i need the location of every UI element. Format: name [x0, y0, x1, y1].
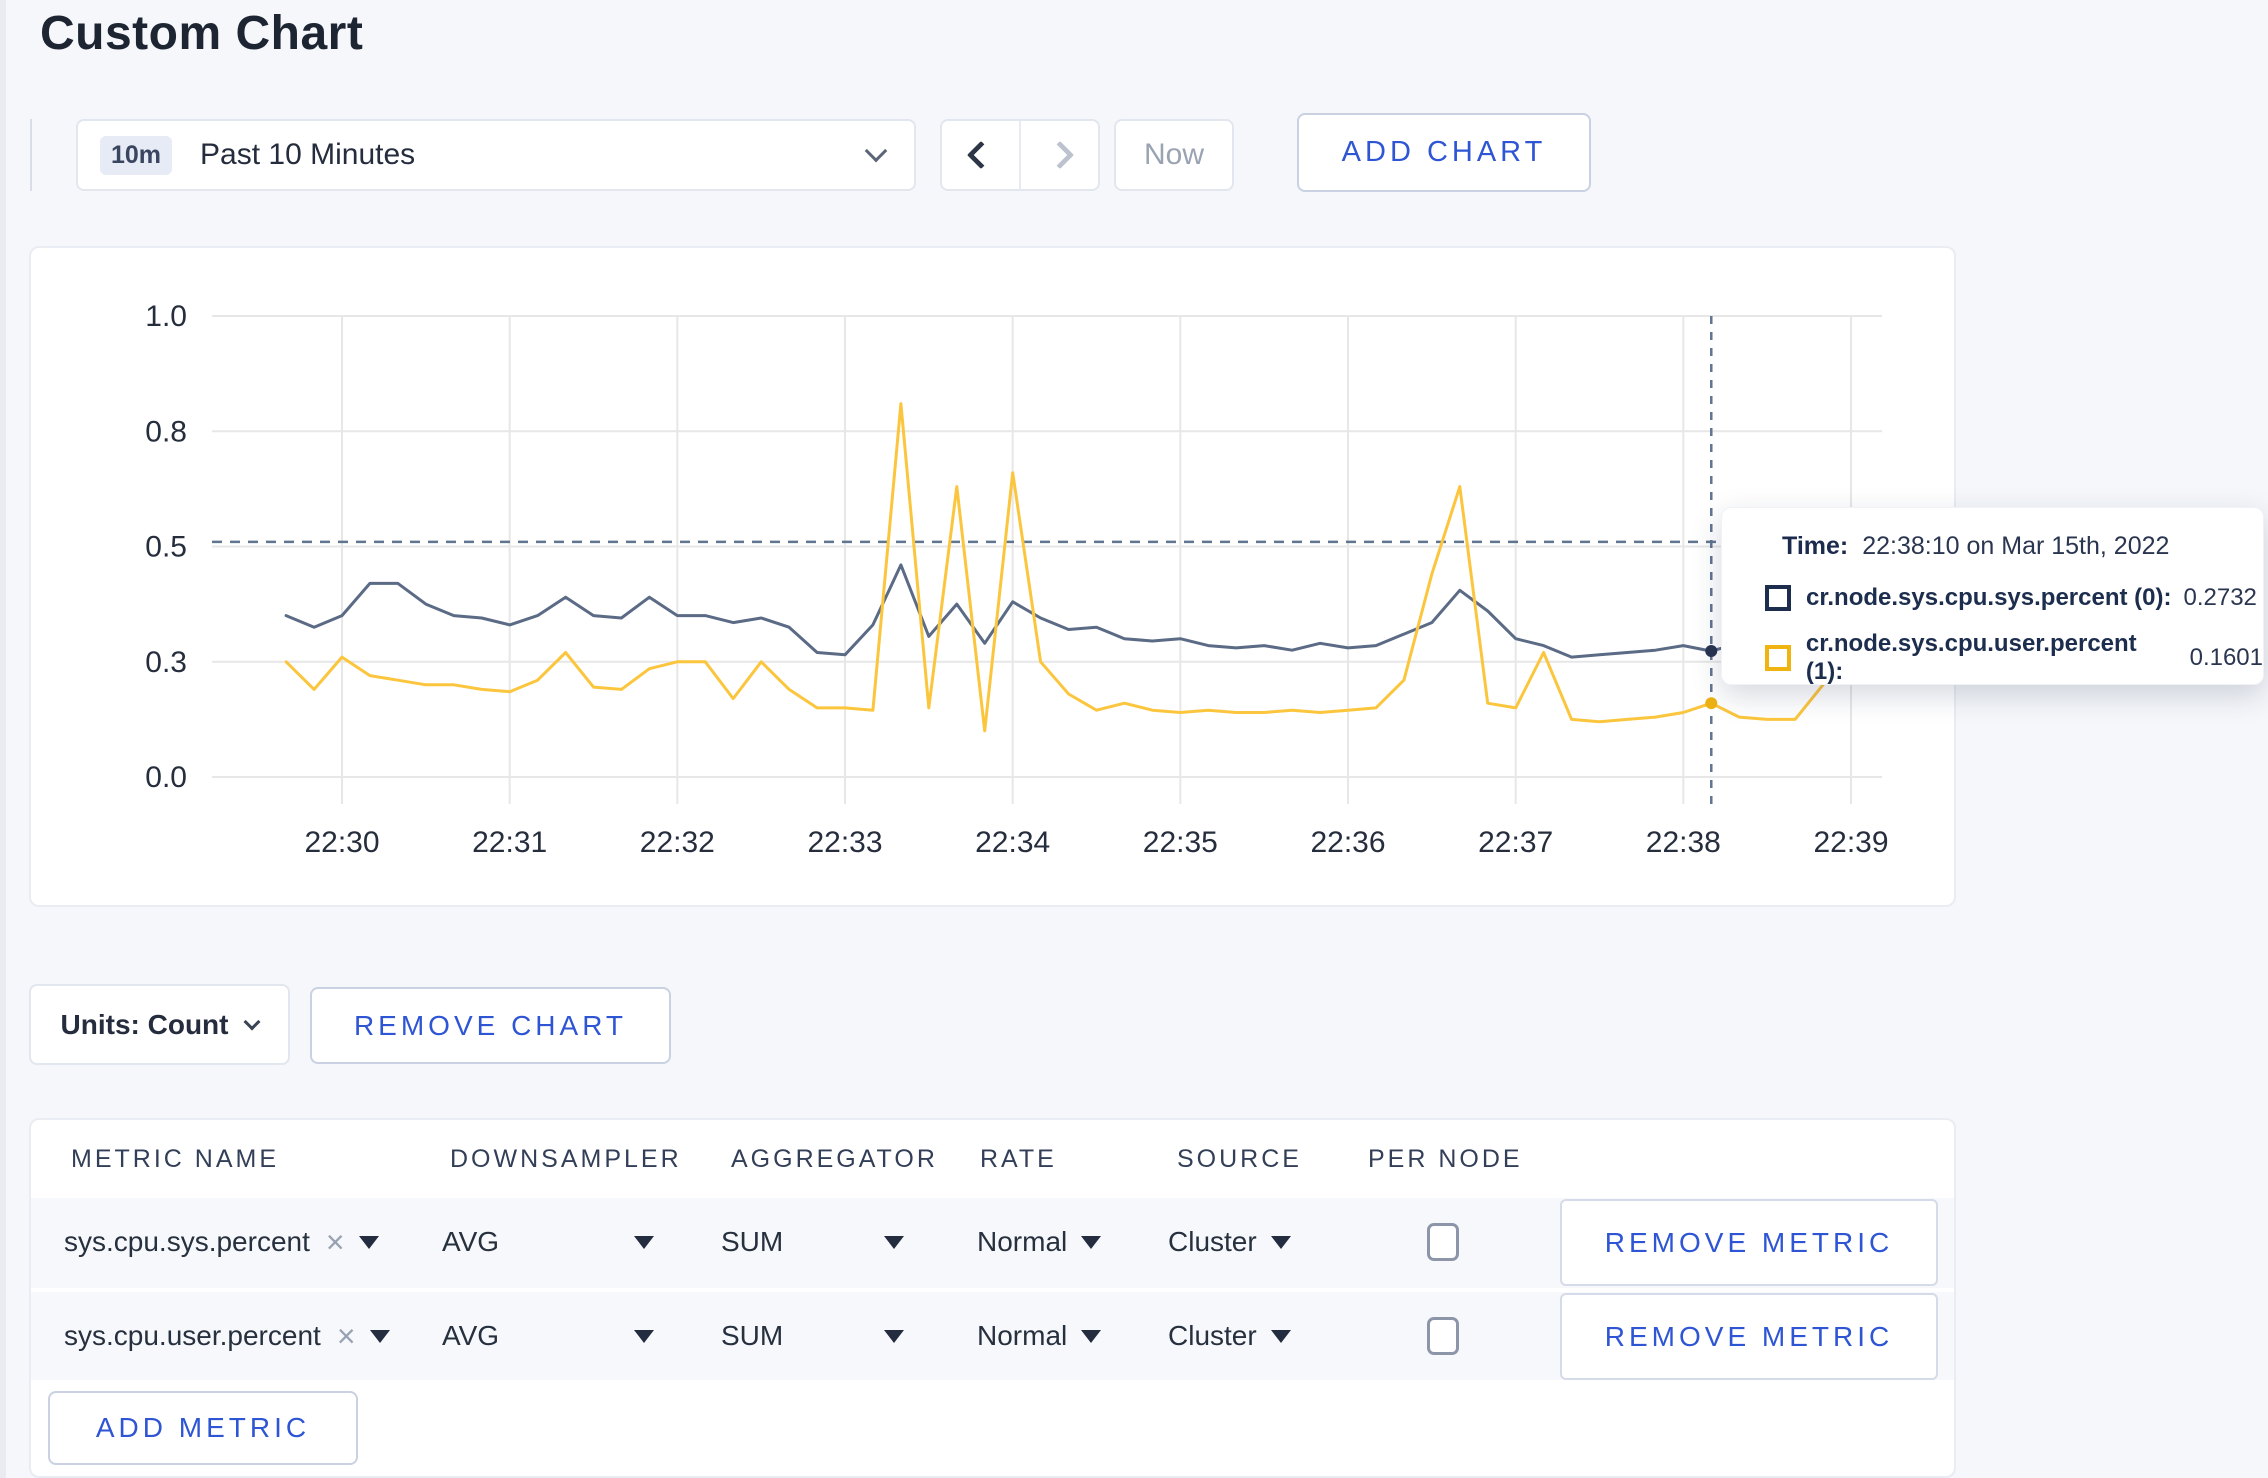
svg-text:22:32: 22:32	[640, 826, 715, 859]
tooltip-time-value: 22:38:10 on Mar 15th, 2022	[1862, 532, 2170, 560]
downsampler-value: AVG	[442, 1320, 500, 1351]
next-time-button[interactable]	[1019, 121, 1098, 189]
remove-metric-button[interactable]: REMOVE METRIC	[1560, 1293, 1938, 1380]
chart-tooltip: Time: 22:38:10 on Mar 15th, 2022 cr.node.…	[1721, 507, 2264, 685]
header-downsampler: DOWNSAMPLER	[450, 1144, 682, 1173]
svg-text:22:34: 22:34	[975, 826, 1050, 859]
aggregator-select[interactable]: SUM	[721, 1292, 904, 1380]
table-row: sys.cpu.user.percent × AVG SUM Normal Cl…	[31, 1290, 1954, 1380]
tooltip-time-label: Time:	[1782, 532, 1849, 560]
metric-name-value: sys.cpu.user.percent	[64, 1320, 321, 1351]
svg-text:0.8: 0.8	[145, 415, 187, 448]
sys-series-swatch-icon	[1765, 585, 1791, 611]
units-label: Units: Count	[60, 1008, 229, 1040]
downsampler-select[interactable]: AVG	[442, 1292, 654, 1380]
tooltip-sys-value: 0.2732	[2183, 584, 2257, 611]
add-metric-button[interactable]: ADD METRIC	[48, 1391, 358, 1465]
svg-text:0.0: 0.0	[145, 761, 187, 794]
time-range-badge: 10m	[100, 135, 173, 175]
per-node-cell	[1427, 1198, 1459, 1286]
user-series-swatch-icon	[1765, 645, 1791, 671]
tooltip-sys-label: cr.node.sys.cpu.sys.percent (0):	[1806, 584, 2172, 611]
chevron-down-icon	[634, 1236, 654, 1249]
svg-text:1.0: 1.0	[145, 300, 187, 333]
per-node-checkbox[interactable]	[1427, 1223, 1459, 1261]
aggregator-value: SUM	[721, 1226, 784, 1257]
time-range-select[interactable]: 10m Past 10 Minutes	[76, 119, 916, 191]
source-value: Cluster	[1168, 1226, 1257, 1257]
units-select[interactable]: Units: Count	[29, 984, 290, 1065]
downsampler-value: AVG	[442, 1226, 500, 1257]
metric-name-select[interactable]: sys.cpu.sys.percent ×	[64, 1198, 379, 1286]
time-range-label: Past 10 Minutes	[200, 138, 416, 171]
source-value: Cluster	[1168, 1320, 1257, 1351]
time-pager	[940, 119, 1100, 191]
aggregator-value: SUM	[721, 1320, 784, 1351]
aggregator-select[interactable]: SUM	[721, 1198, 904, 1286]
tooltip-time: Time: 22:38:10 on Mar 15th, 2022	[1782, 532, 2169, 561]
rate-select[interactable]: Normal	[977, 1292, 1102, 1380]
per-node-checkbox[interactable]	[1427, 1317, 1459, 1355]
chevron-down-icon	[634, 1330, 654, 1343]
header-per-node: PER NODE	[1368, 1144, 1523, 1173]
source-select[interactable]: Cluster	[1168, 1198, 1291, 1286]
tooltip-user-value: 0.1601	[2189, 644, 2263, 671]
svg-text:0.3: 0.3	[145, 646, 187, 679]
chevron-down-icon	[243, 1013, 261, 1030]
header-metric-name: METRIC NAME	[71, 1144, 279, 1173]
now-button[interactable]: Now	[1114, 119, 1234, 191]
metric-name-value: sys.cpu.sys.percent	[64, 1226, 310, 1257]
tooltip-series-user: cr.node.sys.cpu.user.percent (1): 0.1601	[1753, 630, 2263, 686]
svg-text:22:36: 22:36	[1310, 826, 1385, 859]
chevron-right-icon	[1045, 140, 1074, 170]
downsampler-select[interactable]: AVG	[442, 1198, 654, 1286]
svg-text:22:30: 22:30	[304, 826, 379, 859]
svg-text:22:35: 22:35	[1143, 826, 1218, 859]
chevron-down-icon	[864, 139, 888, 163]
table-row: sys.cpu.sys.percent × AVG SUM Normal Clu…	[31, 1198, 1954, 1288]
metric-name-select[interactable]: sys.cpu.user.percent ×	[64, 1292, 390, 1380]
header-rate: RATE	[980, 1144, 1057, 1173]
prev-time-button[interactable]	[942, 121, 1019, 189]
svg-text:22:39: 22:39	[1813, 826, 1888, 859]
svg-text:22:37: 22:37	[1478, 826, 1553, 859]
add-chart-button[interactable]: ADD CHART	[1297, 113, 1591, 192]
rate-select[interactable]: Normal	[977, 1198, 1102, 1286]
header-source: SOURCE	[1177, 1144, 1302, 1173]
rate-value: Normal	[977, 1320, 1068, 1351]
clear-metric-icon[interactable]: ×	[325, 1223, 345, 1260]
chevron-down-icon	[884, 1330, 904, 1343]
chevron-down-icon	[1270, 1235, 1291, 1249]
window-edge	[0, 0, 6, 1478]
chevron-left-icon	[966, 140, 995, 170]
tooltip-user-label: cr.node.sys.cpu.user.percent (1):	[1805, 630, 2137, 685]
svg-text:22:38: 22:38	[1646, 826, 1721, 859]
chevron-down-icon	[358, 1235, 379, 1249]
tooltip-series-sys: cr.node.sys.cpu.sys.percent (0): 0.2732	[1753, 584, 2257, 612]
metrics-table: METRIC NAME DOWNSAMPLER AGGREGATOR RATE …	[29, 1118, 1956, 1478]
chevron-down-icon	[884, 1236, 904, 1249]
remove-metric-button[interactable]: REMOVE METRIC	[1560, 1199, 1938, 1286]
chevron-down-icon	[369, 1329, 390, 1343]
rate-value: Normal	[977, 1226, 1068, 1257]
clear-metric-icon[interactable]: ×	[336, 1317, 356, 1354]
toolbar-divider	[30, 119, 32, 191]
header-aggregator: AGGREGATOR	[731, 1144, 938, 1173]
chevron-down-icon	[1081, 1329, 1102, 1343]
page-title: Custom Chart	[40, 7, 364, 60]
time-series-chart-card: 0.0 0.3 0.5 0.8 1.0 22:30 22:31 22:32 22:33 22:34…	[29, 246, 1956, 907]
source-select[interactable]: Cluster	[1168, 1292, 1291, 1380]
time-series-chart[interactable]: 0.0 0.3 0.5 0.8 1.0 22:30 22:31 22:32 22:33 22:34…	[31, 248, 1954, 905]
svg-text:22:33: 22:33	[807, 826, 882, 859]
svg-text:0.5: 0.5	[145, 531, 187, 564]
remove-chart-button[interactable]: REMOVE CHART	[310, 987, 671, 1064]
chevron-down-icon	[1081, 1235, 1102, 1249]
per-node-cell	[1427, 1292, 1459, 1380]
svg-text:22:31: 22:31	[472, 826, 547, 859]
chevron-down-icon	[1270, 1329, 1291, 1343]
